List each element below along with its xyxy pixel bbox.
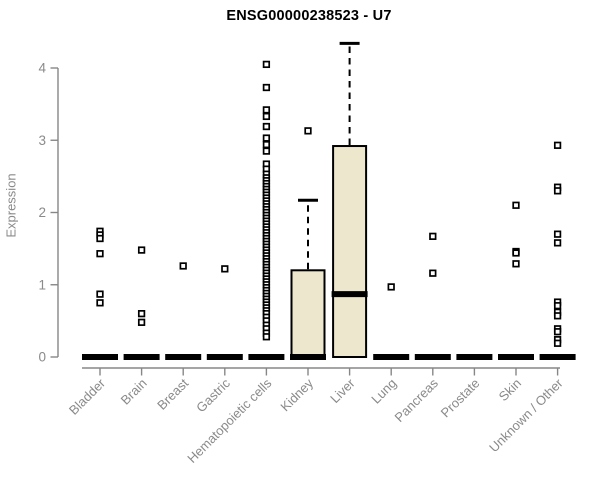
outlier-point [429, 269, 437, 277]
outlier-point [96, 299, 104, 307]
x-tick-label: Bladder [66, 375, 109, 418]
outlier-point [553, 230, 562, 238]
box [290, 269, 326, 358]
outlier-point [262, 60, 271, 69]
outlier-point [262, 147, 271, 155]
outlier-point [262, 134, 271, 142]
x-tick-label: Skin [496, 376, 524, 404]
outlier-point [553, 328, 562, 336]
outlier-point [553, 141, 562, 149]
y-tick-label: 2 [38, 205, 46, 220]
outlier-point [262, 122, 271, 131]
outlier-point [553, 302, 562, 310]
outlier-point [96, 290, 104, 298]
outlier-point [179, 262, 187, 270]
outlier-point [262, 106, 271, 114]
outlier-point [221, 265, 229, 273]
outlier-point [512, 201, 520, 209]
x-tick-label: Prostate [438, 376, 483, 421]
outlier-point [553, 187, 562, 195]
outlier-point [262, 140, 271, 149]
outlier-point [512, 260, 520, 268]
y-tick-label: 0 [38, 350, 46, 365]
outlier-point [96, 234, 104, 243]
x-tick-label: Liver [327, 375, 358, 406]
x-tick-label: Unknown / Other [486, 375, 566, 455]
outlier-point [304, 127, 312, 135]
y-tick-label: 3 [38, 133, 46, 148]
outlier-point [137, 318, 146, 326]
outlier-point [262, 112, 271, 121]
x-tick-label: Brain [118, 376, 150, 408]
x-tick-label: Lung [368, 376, 399, 407]
outlier-point [137, 246, 146, 254]
outlier-point [553, 339, 562, 347]
outlier-point [553, 239, 562, 247]
y-tick-label: 4 [38, 61, 46, 76]
chart-title: ENSG00000238523 - U7 [226, 8, 392, 24]
outlier-point [262, 83, 271, 92]
y-tick-label: 1 [38, 277, 46, 292]
outlier-point [137, 310, 146, 318]
outlier-point [429, 232, 437, 240]
outlier-point [262, 333, 271, 341]
outlier-point [553, 312, 562, 320]
x-tick-label: Kidney [277, 375, 316, 414]
x-tick-label: Gastric [193, 375, 233, 415]
x-tick-label: Pancreas [391, 375, 441, 425]
outlier-point [512, 249, 520, 257]
outlier-point [96, 250, 104, 258]
outlier-point [387, 283, 395, 291]
box [332, 145, 368, 358]
x-tick-label: Breast [154, 375, 191, 412]
